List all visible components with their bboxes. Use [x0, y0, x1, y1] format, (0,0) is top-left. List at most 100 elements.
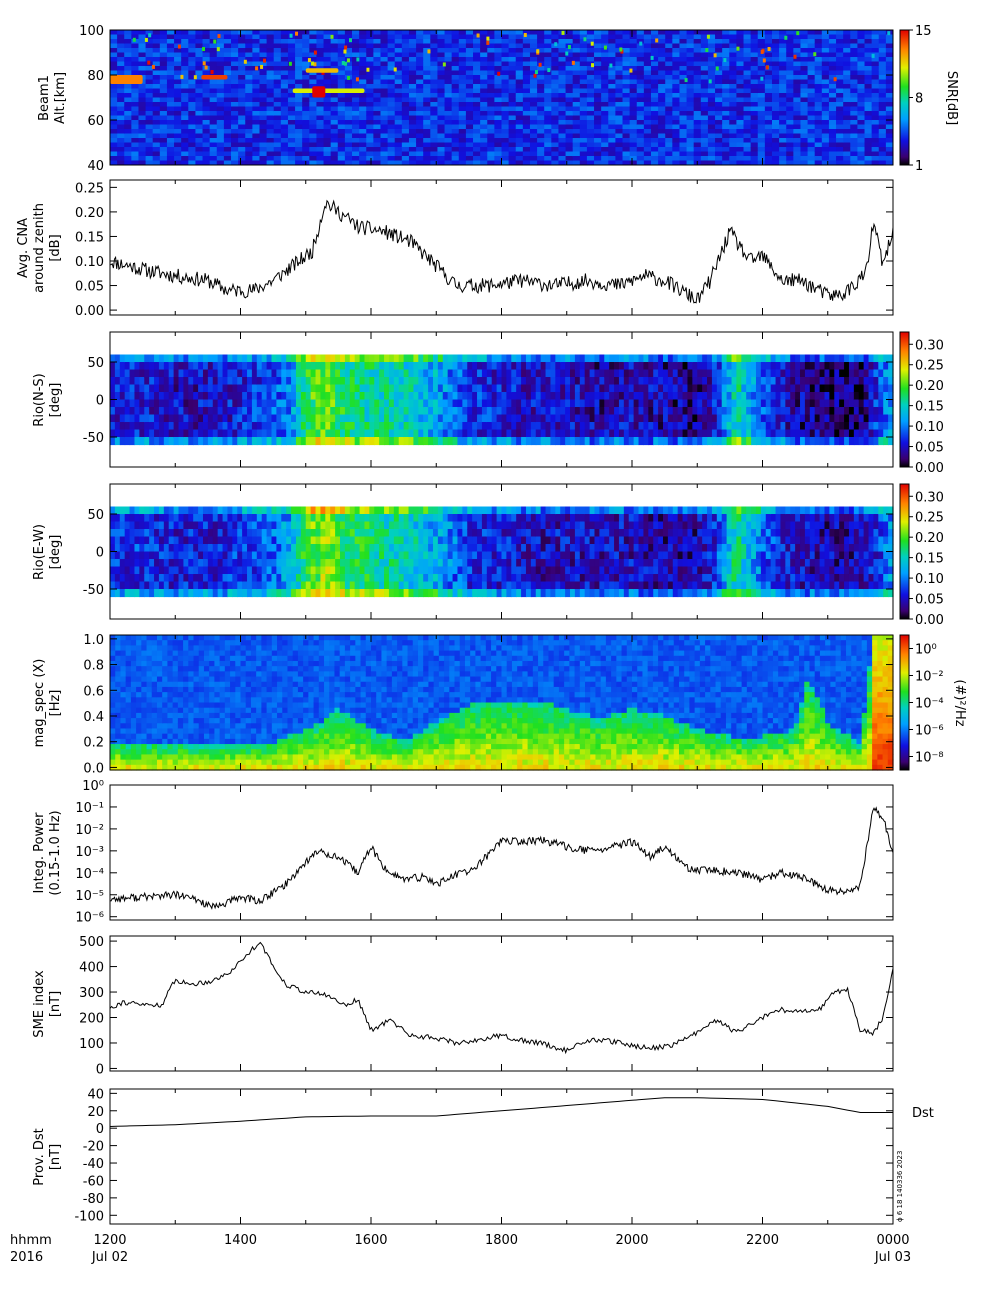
- heatmap-cell: [658, 34, 666, 40]
- heatmap-cell: [779, 151, 787, 157]
- heatmap-cell: [764, 142, 773, 148]
- heatmap-cell: [508, 124, 517, 130]
- heatmap-cell: [188, 354, 194, 363]
- heatmap-cell: [423, 437, 429, 446]
- heatmap-cell: [572, 97, 581, 103]
- heatmap-cell: [335, 377, 341, 386]
- heatmap-cell: [408, 147, 417, 152]
- heatmap-cell: [209, 43, 218, 49]
- heatmap-cell: [462, 354, 468, 363]
- heatmap-cell: [771, 52, 780, 58]
- heatmap-cell: [408, 111, 417, 116]
- heatmap-cell: [152, 156, 161, 161]
- heatmap-cell: [480, 138, 488, 143]
- heatmap-cell: [245, 156, 253, 161]
- heatmap-cell: [223, 79, 232, 85]
- heatmap-cell: [344, 70, 353, 76]
- heatmap-cell: [779, 142, 787, 148]
- heatmap-cell: [821, 52, 830, 58]
- heatmap-cell: [665, 43, 673, 49]
- heatmap-cell: [223, 115, 232, 121]
- heatmap-cell: [814, 97, 823, 103]
- heatmap-cell: [716, 392, 723, 401]
- heatmap-cell: [398, 369, 405, 378]
- heatmap-cell: [145, 147, 154, 152]
- heatmap-cell: [572, 43, 581, 49]
- heatmap-cell: [152, 34, 161, 40]
- heatmap-cell: [295, 377, 302, 386]
- heatmap-cell: [667, 437, 674, 446]
- heatmap-cell: [423, 84, 431, 89]
- heatmap-cell: [480, 156, 488, 161]
- heatmap-cell: [473, 52, 481, 58]
- heatmap-cell: [134, 377, 140, 386]
- heatmap-cell: [380, 115, 389, 121]
- heatmap-cell: [604, 369, 610, 378]
- heatmap-cell: [843, 133, 851, 139]
- heatmap-cell: [273, 79, 282, 85]
- heatmap-cell: [878, 30, 887, 35]
- heatmap-cell: [437, 111, 446, 116]
- heatmap-cell: [379, 377, 385, 386]
- heatmap-cell: [529, 61, 538, 67]
- heatmap-cell: [786, 79, 794, 85]
- heatmap-cell: [501, 84, 510, 89]
- heatmap-cell: [672, 97, 680, 103]
- heatmap-cell: [636, 30, 645, 35]
- heatmap-cell: [110, 66, 118, 71]
- heatmap-cell: [658, 30, 666, 35]
- heatmap-cell: [119, 414, 126, 423]
- heatmap-cell: [807, 97, 816, 103]
- heatmap-cell: [256, 399, 263, 408]
- heatmap-cell: [252, 79, 260, 85]
- heatmap-cell: [558, 48, 567, 53]
- heatmap-cell: [736, 147, 745, 152]
- heatmap-cell: [643, 138, 652, 143]
- heatmap-cell: [501, 43, 510, 49]
- heatmap-cell: [486, 414, 493, 423]
- heatmap-cell: [535, 369, 542, 378]
- heatmap-cell: [242, 422, 248, 431]
- heatmap-cell: [579, 138, 588, 143]
- heatmap-cell: [643, 399, 649, 408]
- heatmap-cell: [423, 384, 429, 393]
- heatmap-cell: [508, 79, 517, 85]
- heatmap-cell: [522, 151, 531, 157]
- heatmap-cell: [352, 93, 360, 98]
- heatmap-cell: [662, 437, 669, 446]
- heatmap-cell: [295, 30, 303, 35]
- heatmap-cell: [344, 66, 353, 71]
- heatmap-cell: [276, 369, 282, 378]
- heatmap-cell: [416, 147, 424, 152]
- heatmap-cell: [352, 39, 360, 44]
- heatmap-cell: [447, 362, 454, 371]
- heatmap-cell: [300, 414, 307, 423]
- heatmap-cell: [672, 52, 680, 58]
- heatmap-cell: [871, 111, 880, 116]
- heatmap-cell: [686, 66, 695, 71]
- heatmap-cell: [650, 133, 659, 139]
- heatmap-cell: [540, 362, 547, 371]
- heatmap-cell: [437, 79, 446, 85]
- heatmap-cell: [195, 61, 204, 67]
- heatmap-cell: [305, 429, 312, 438]
- heatmap-cell: [344, 377, 351, 386]
- heatmap-cell: [231, 129, 239, 134]
- heatmap-cell: [722, 124, 730, 130]
- heatmap-cell: [565, 52, 574, 58]
- heatmap-cell: [529, 66, 538, 71]
- heatmap-cell: [574, 384, 581, 393]
- heatmap-cell: [658, 93, 666, 98]
- heatmap-cell: [323, 111, 332, 116]
- heatmap-cell: [729, 57, 737, 62]
- heatmap-cell: [145, 115, 154, 121]
- heatmap-cell: [330, 369, 336, 378]
- heatmap-cell: [501, 377, 507, 386]
- heatmap-cell: [800, 106, 809, 112]
- heatmap-cell: [138, 133, 147, 139]
- heatmap-cell: [665, 66, 673, 71]
- heatmap-cell: [330, 138, 339, 143]
- heatmap-cell: [665, 147, 673, 152]
- heatmap-cell: [256, 354, 263, 363]
- heatmap-cell: [601, 39, 609, 44]
